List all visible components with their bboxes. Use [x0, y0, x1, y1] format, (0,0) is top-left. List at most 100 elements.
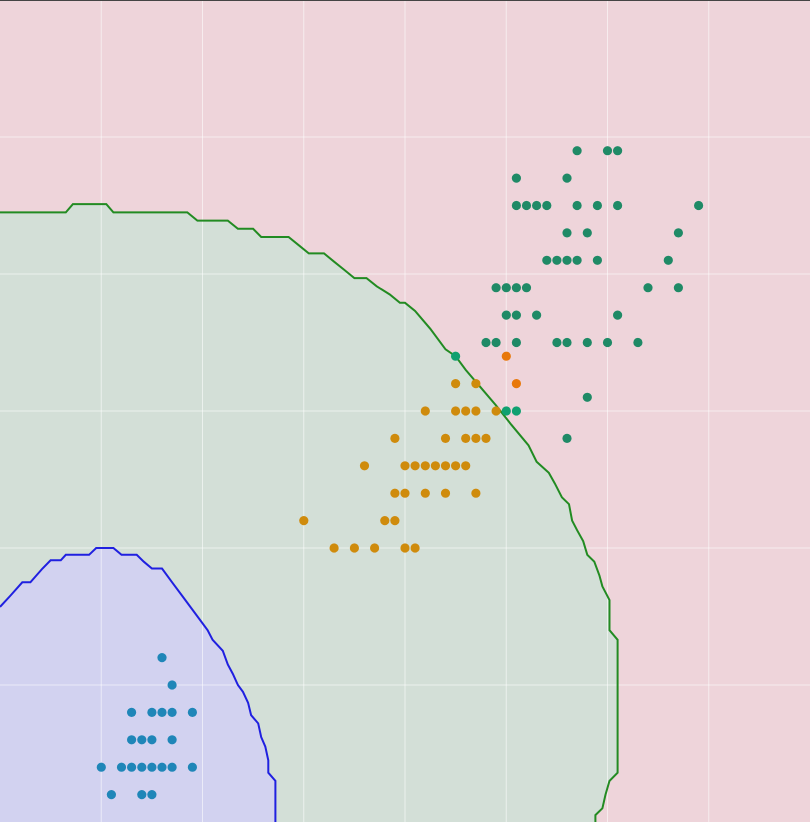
data-point-s3-38 [602, 337, 613, 348]
data-point-s1-29 [349, 543, 359, 553]
data-point-s1-4 [461, 406, 471, 416]
data-point-s1-31 [400, 543, 410, 553]
data-point-s1-16 [430, 461, 440, 471]
data-point-s1-27 [390, 516, 400, 526]
data-point-s1-11 [481, 433, 491, 443]
data-point-s1-10 [471, 433, 481, 443]
data-point-s3-20 [592, 255, 603, 265]
data-point-s3-22 [491, 283, 501, 293]
data-point-s3-14 [582, 228, 592, 238]
data-point-s1-25 [299, 516, 309, 526]
data-point-s1-1 [471, 379, 481, 389]
data-point-s3-18 [562, 255, 572, 265]
data-point-s2-1 [511, 379, 521, 389]
data-point-s3-6 [521, 200, 532, 211]
data-point-s3-31 [613, 310, 623, 320]
data-point-s0-14 [137, 762, 147, 772]
data-point-s3-23 [501, 283, 511, 293]
data-point-s3-13 [562, 228, 572, 238]
data-point-s3-29 [511, 310, 521, 320]
data-point-s3-35 [552, 337, 562, 348]
data-point-s0-7 [127, 735, 137, 745]
data-point-s1-14 [410, 461, 420, 471]
data-point-s0-16 [157, 762, 167, 772]
data-point-s1-23 [440, 488, 451, 498]
data-point-s3-7 [532, 200, 542, 211]
data-point-s3-32 [481, 337, 491, 348]
data-point-s1-30 [370, 543, 380, 553]
data-point-s3-5 [511, 200, 521, 211]
data-point-s2-0 [501, 351, 511, 361]
data-point-s0-4 [157, 707, 167, 718]
data-point-s1-26 [380, 516, 390, 526]
data-point-s1-22 [420, 488, 430, 498]
data-point-s0-5 [167, 707, 177, 718]
data-point-s3-17 [552, 255, 562, 265]
data-point-s3-0 [572, 146, 582, 156]
data-point-s1-7 [390, 433, 400, 443]
data-point-s0-20 [137, 790, 147, 800]
data-point-s1-5 [471, 406, 481, 416]
data-point-s0-6 [187, 707, 197, 718]
data-point-s0-17 [167, 762, 177, 772]
data-point-s0-0 [157, 653, 167, 663]
data-point-s1-28 [329, 543, 339, 553]
data-point-s3-4 [562, 173, 572, 183]
data-point-s3-28 [501, 310, 511, 320]
data-point-s3-34 [511, 337, 521, 348]
data-point-s1-13 [400, 461, 410, 471]
data-point-s3-21 [663, 255, 673, 265]
data-point-s3-41 [562, 433, 572, 443]
data-point-s3-30 [532, 310, 542, 320]
data-point-s1-3 [451, 406, 461, 416]
data-point-s3-2 [613, 146, 623, 156]
data-point-s1-15 [420, 461, 430, 471]
data-point-s0-9 [147, 735, 157, 745]
data-points [0, 0, 810, 800]
data-point-s0-10 [167, 735, 177, 745]
data-point-s3-40 [582, 392, 592, 402]
data-point-s1-32 [410, 543, 420, 553]
data-point-s1-19 [461, 461, 471, 471]
data-point-s1-24 [471, 488, 481, 498]
data-point-s4-2 [511, 406, 521, 416]
data-point-s0-11 [96, 762, 106, 772]
data-point-s3-15 [673, 228, 684, 238]
data-point-s3-9 [572, 200, 582, 211]
region-2-boundary [0, 547, 277, 822]
data-point-s1-0 [451, 379, 461, 389]
data-point-s3-24 [511, 283, 521, 293]
data-point-s3-12 [694, 200, 704, 211]
data-point-s0-19 [106, 790, 116, 800]
data-point-s3-39 [633, 337, 643, 348]
data-point-s3-11 [613, 200, 623, 211]
data-point-s0-2 [127, 707, 137, 718]
data-point-s3-3 [511, 173, 521, 183]
data-point-s3-25 [521, 283, 532, 293]
data-point-s1-2 [420, 406, 430, 416]
data-point-s4-1 [501, 406, 511, 416]
data-point-s0-8 [137, 735, 147, 745]
data-point-s1-17 [440, 461, 451, 471]
data-point-s3-37 [582, 337, 592, 348]
data-point-s4-0 [451, 351, 461, 361]
data-point-s0-13 [127, 762, 137, 772]
data-point-s1-21 [400, 488, 410, 498]
data-point-s0-3 [147, 707, 157, 718]
data-point-s0-21 [147, 790, 157, 800]
data-point-s0-1 [167, 680, 177, 690]
data-point-s1-8 [440, 433, 451, 443]
data-point-s3-16 [542, 255, 552, 265]
data-point-s1-6 [491, 406, 501, 416]
data-point-s3-36 [562, 337, 572, 348]
data-point-s3-19 [572, 255, 582, 265]
data-point-s3-1 [602, 146, 613, 156]
data-point-s3-8 [542, 200, 552, 211]
data-point-s0-12 [116, 762, 127, 772]
data-point-s3-26 [643, 283, 653, 293]
data-point-s3-33 [491, 337, 501, 348]
data-point-s1-12 [359, 461, 370, 471]
data-point-s3-27 [673, 283, 684, 293]
data-point-s1-20 [390, 488, 400, 498]
